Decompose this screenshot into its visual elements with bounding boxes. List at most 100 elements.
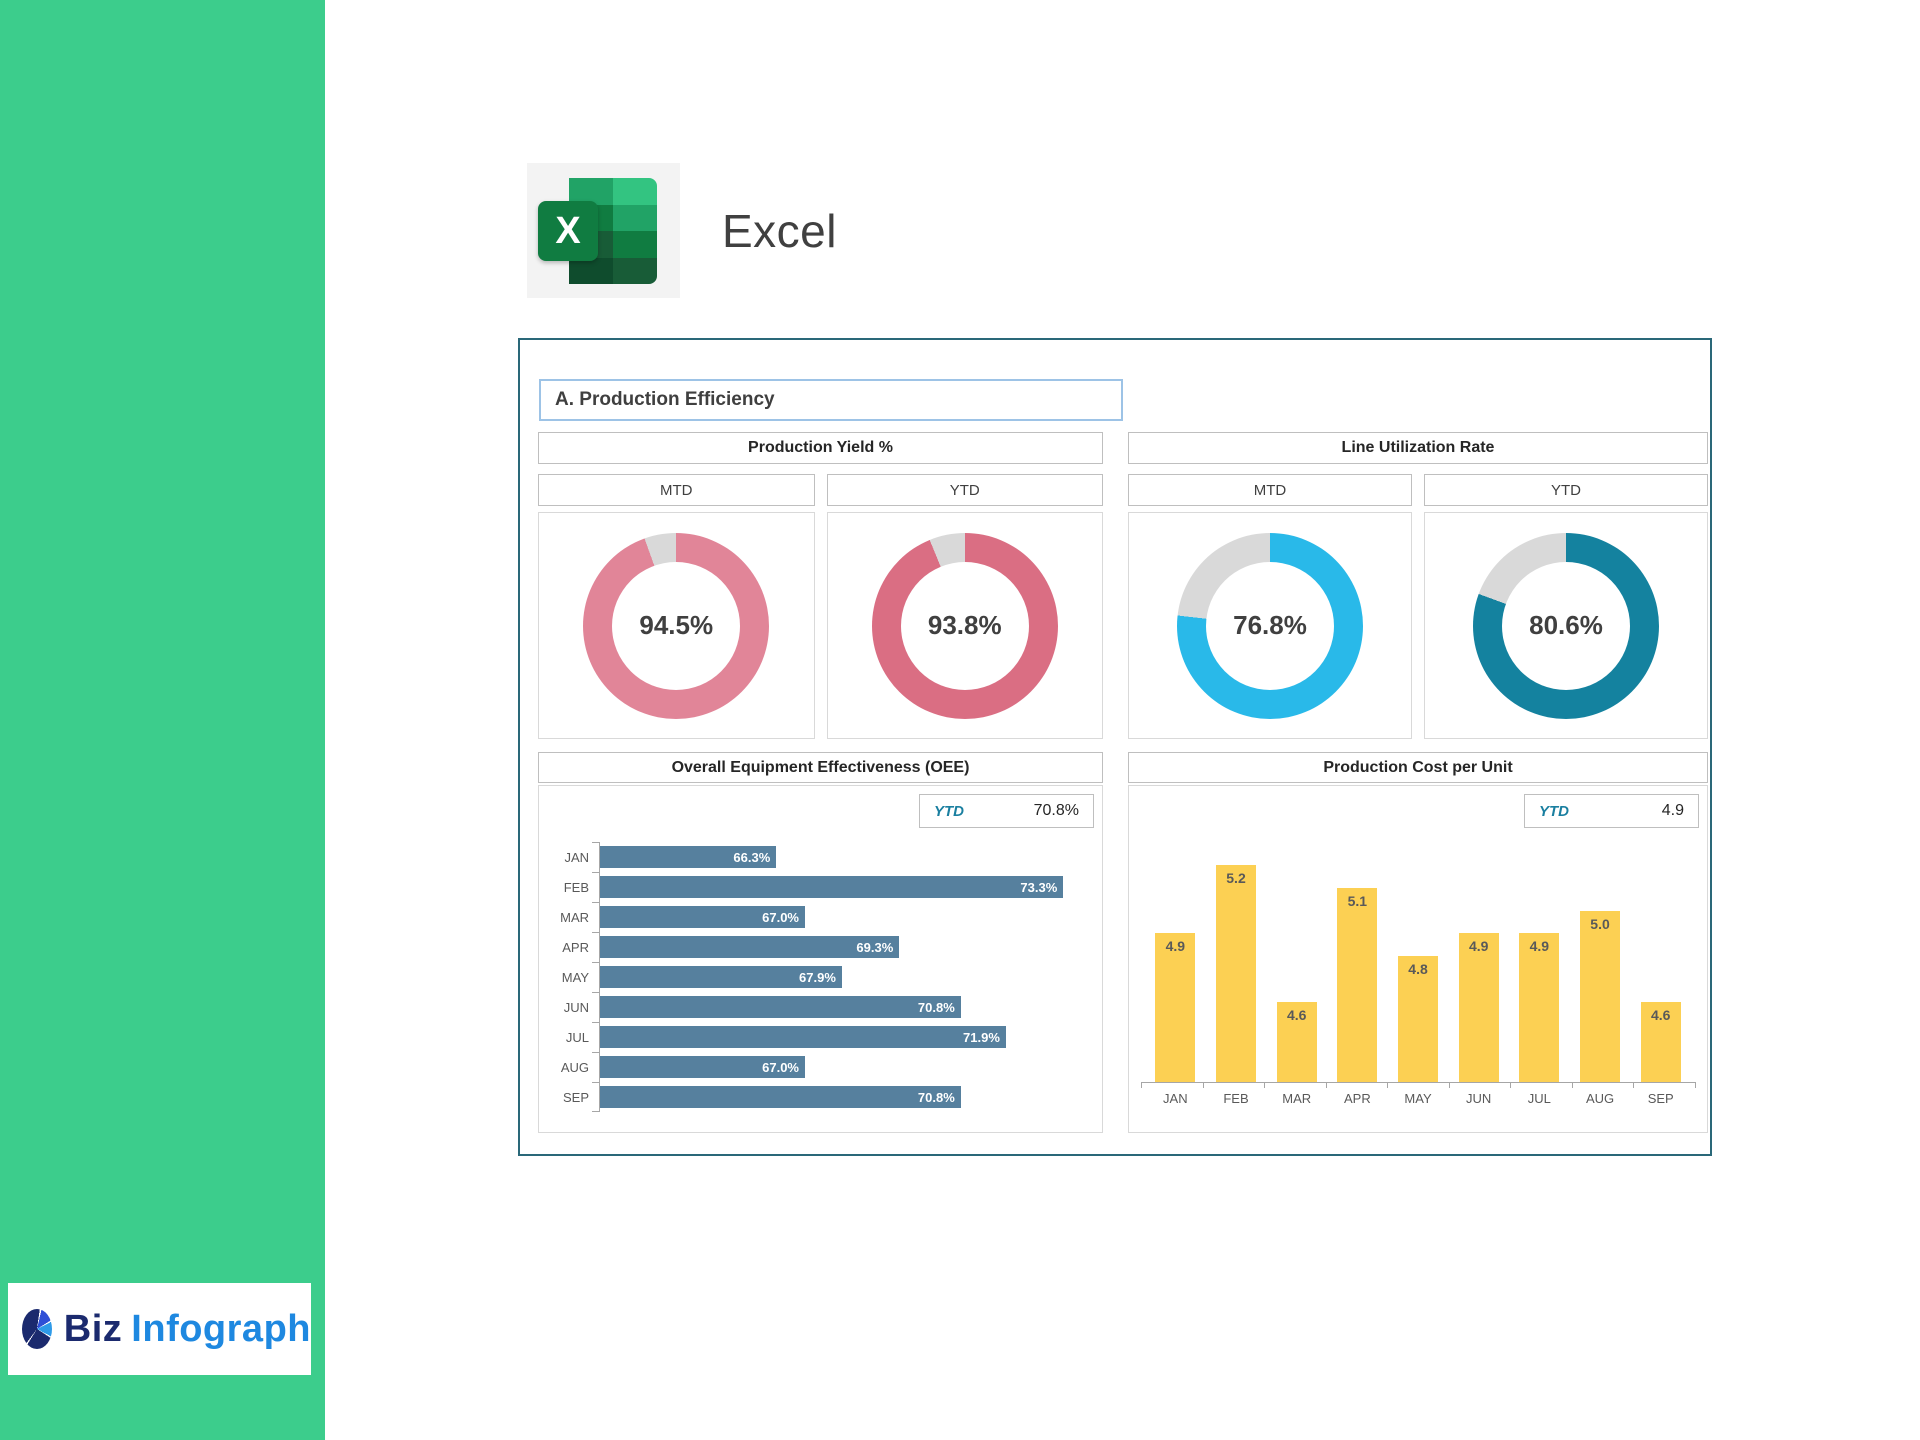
brand-secondary: Infograph: [131, 1307, 311, 1350]
oee-bar-row: FEB 73.3%: [543, 872, 1092, 902]
cost-value-label: 4.6: [1286, 1007, 1307, 1023]
oee-bar-row: JAN 66.3%: [543, 842, 1092, 872]
cost-bar: 5.1: [1337, 888, 1378, 1082]
cost-bar-chart: 4.9 5.2 4.6 5.1 4.8 4.9 4.9 5.0 4.6 JAN FEB MAR APR…: [1129, 842, 1707, 1106]
donut-chart-util-ytd: 80.6%: [1473, 532, 1659, 719]
oee-bar: 67.0%: [600, 1056, 805, 1078]
oee-value-label: 66.3%: [733, 849, 771, 865]
section-header-production-yield: Production Yield %: [538, 432, 1103, 464]
cost-category-label: APR: [1343, 1091, 1371, 1106]
cost-bar-column: 5.1: [1327, 888, 1388, 1082]
cost-category-label: MAR: [1282, 1091, 1312, 1106]
cost-category-label: JAN: [1163, 1091, 1188, 1106]
donut-value-util-mtd: 76.8%: [1233, 610, 1307, 640]
oee-bar-track: 69.3%: [592, 932, 1092, 962]
footer-brand-logo: Biz Infograph: [8, 1283, 311, 1375]
oee-bar-track: 66.3%: [592, 842, 1092, 872]
cost-x-axis: [1141, 1082, 1696, 1088]
column-header-yield-mtd: MTD: [538, 474, 815, 506]
donut-chart-util-mtd: 76.8%: [1177, 532, 1363, 719]
oee-category-label: MAR: [560, 909, 589, 925]
oee-category-label: FEB: [563, 879, 589, 895]
kpi-group-line-utilization: Line Utilization Rate MTD YTD 76.8% 80.6…: [1128, 432, 1708, 739]
oee-chart-panel[interactable]: YTD 70.8% JAN 66.3% FEB 73.3% MAR 67.0% APR 69.…: [538, 785, 1103, 1133]
cost-value-label: 4.9: [1529, 938, 1550, 954]
oee-bar-track: 67.0%: [592, 902, 1092, 932]
app-title: Excel: [722, 204, 837, 257]
oee-category-label: JUL: [565, 1029, 589, 1045]
cost-bar: 4.8: [1398, 956, 1439, 1082]
cost-value-label: 4.6: [1650, 1007, 1671, 1023]
oee-bar: 67.0%: [600, 906, 805, 928]
oee-value-label: 71.9%: [963, 1029, 1000, 1045]
cost-bar-column: 5.2: [1206, 865, 1267, 1082]
donut-value-yield-ytd: 93.8%: [927, 610, 1002, 640]
kpi-group-production-yield: Production Yield % MTD YTD 94.5% 93.8%: [538, 432, 1103, 739]
cost-bar: 4.9: [1519, 933, 1560, 1082]
oee-bar: 69.3%: [600, 936, 900, 958]
oee-ytd-label: YTD: [934, 802, 964, 820]
column-header-yield-ytd: YTD: [826, 474, 1103, 506]
excel-sheet-icon: [569, 178, 657, 284]
cost-value-label: 4.8: [1408, 961, 1428, 977]
cost-bar: 4.9: [1155, 933, 1196, 1082]
oee-value-label: 73.3%: [1020, 879, 1058, 895]
chart-group-cost: Production Cost per Unit YTD 4.9 4.9 5.2 4…: [1128, 752, 1708, 1133]
oee-bar-row: AUG 67.0%: [543, 1052, 1092, 1082]
donut-panel-util-ytd[interactable]: 80.6%: [1424, 512, 1708, 739]
oee-category-label: SEP: [562, 1089, 589, 1105]
oee-bar: 66.3%: [600, 846, 777, 868]
oee-category-label: JAN: [564, 849, 589, 865]
donut-panel-yield-ytd[interactable]: 93.8%: [826, 512, 1103, 739]
cost-bar: 5.0: [1580, 911, 1621, 1082]
cost-chart-panel[interactable]: YTD 4.9 4.9 5.2 4.6 5.1 4.8 4.9 4.9 5.0 4.6 JAN F…: [1128, 785, 1708, 1133]
dashboard-title-cell[interactable]: A. Production Efficiency: [539, 379, 1123, 421]
cost-value-label: 4.9: [1468, 938, 1489, 954]
chart-title-cost: Production Cost per Unit: [1128, 752, 1708, 783]
cost-ytd-label: YTD: [1539, 802, 1569, 820]
oee-bar-row: MAR 67.0%: [543, 902, 1092, 932]
oee-bar-row: APR 69.3%: [543, 932, 1092, 962]
donut-value-util-ytd: 80.6%: [1529, 610, 1603, 640]
oee-bar-track: 67.0%: [592, 1052, 1092, 1082]
oee-value-label: 67.0%: [762, 1059, 799, 1075]
oee-category-label: MAY: [561, 969, 589, 985]
cost-category-label: SEP: [1647, 1091, 1674, 1106]
cost-bar-column: 4.8: [1388, 956, 1449, 1082]
cost-category-label: FEB: [1223, 1091, 1249, 1106]
oee-bar: 70.8%: [600, 996, 961, 1018]
cost-category-label: JUN: [1466, 1091, 1492, 1106]
cost-value-label: 5.1: [1347, 893, 1368, 909]
column-header-util-ytd: YTD: [1424, 474, 1708, 506]
section-header-line-utilization: Line Utilization Rate: [1128, 432, 1708, 464]
oee-bar: 73.3%: [600, 876, 1064, 898]
cost-category-label: JUL: [1527, 1091, 1551, 1106]
oee-bar-row: MAY 67.9%: [543, 962, 1092, 992]
excel-x-glyph: X: [538, 201, 598, 261]
chart-group-oee: Overall Equipment Effectiveness (OEE) YT…: [538, 752, 1103, 1133]
dashboard-title: A. Production Efficiency: [555, 389, 775, 410]
cost-category-label: AUG: [1585, 1091, 1615, 1106]
oee-bar: 71.9%: [600, 1026, 1006, 1048]
oee-bar-track: 67.9%: [592, 962, 1092, 992]
oee-value-label: 67.0%: [762, 909, 799, 925]
cost-category-label: MAY: [1404, 1091, 1432, 1106]
donut-panel-util-mtd[interactable]: 76.8%: [1128, 512, 1412, 739]
donut-value-yield-mtd: 94.5%: [639, 610, 714, 640]
cost-ytd-value: 4.9: [1661, 802, 1684, 819]
oee-value-label: 70.8%: [917, 1089, 955, 1105]
donut-chart-yield-ytd: 93.8%: [871, 532, 1058, 719]
cost-bar-column: 4.9: [1509, 933, 1570, 1082]
brand-primary: Biz: [63, 1307, 123, 1350]
oee-value-label: 67.9%: [799, 969, 836, 985]
cost-bar-column: 4.6: [1266, 1002, 1327, 1082]
oee-value-label: 70.8%: [917, 999, 955, 1015]
donut-panel-yield-mtd[interactable]: 94.5%: [538, 512, 815, 739]
cost-bar: 4.6: [1640, 1002, 1681, 1082]
oee-category-label: AUG: [560, 1059, 589, 1075]
sidebar-green-band: [0, 0, 325, 1440]
oee-bar-row: JUN 70.8%: [543, 992, 1092, 1022]
oee-ytd-value: 70.8%: [1033, 802, 1079, 819]
oee-ytd-box: YTD 70.8%: [919, 794, 1094, 828]
oee-bar-track: 71.9%: [592, 1022, 1092, 1052]
